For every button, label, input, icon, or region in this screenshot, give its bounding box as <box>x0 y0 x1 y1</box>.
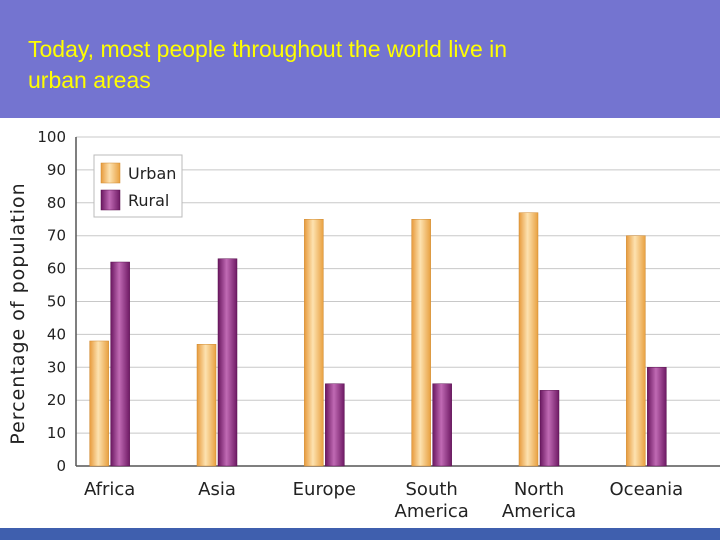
x-category-label: North America <box>502 479 576 522</box>
legend-swatch-rural <box>100 189 121 211</box>
y-tick-label: 10 <box>47 424 66 442</box>
bar-rural <box>432 383 452 467</box>
x-category-label: Europe <box>293 479 356 500</box>
x-category-label-line: Oceania <box>610 479 684 500</box>
y-tick-label: 0 <box>56 457 66 475</box>
x-category-label: Asia <box>198 479 236 500</box>
bar-rural <box>539 390 560 467</box>
slide-title: Today, most people throughout the world … <box>28 34 708 96</box>
x-category-label-line: North <box>514 479 564 500</box>
legend-label-rural: Rural <box>128 191 169 210</box>
y-tick-label: 60 <box>47 260 66 278</box>
x-category-label-line: Europe <box>293 479 356 500</box>
bar-urban <box>304 219 324 467</box>
x-category-label: Oceania <box>610 479 684 500</box>
y-tick-label: 30 <box>47 358 66 376</box>
x-category-label-line: South <box>406 479 458 500</box>
bar-chart: 0 10 20 30 40 50 60 70 80 90 100 Percentage of popu… <box>7 128 720 522</box>
y-tick-label: 80 <box>47 194 66 212</box>
x-category-label-line: America <box>395 501 469 522</box>
y-tick-label: 50 <box>47 293 66 311</box>
bar-urban <box>626 235 646 467</box>
x-category-label: Africa <box>84 479 135 500</box>
y-tick-label: 70 <box>47 227 66 245</box>
y-tick-label: 90 <box>47 161 66 179</box>
y-axis-label: Percentage of population <box>7 182 29 444</box>
x-category-label-line: America <box>502 501 576 522</box>
slide-title-line-2: urban areas <box>28 67 151 93</box>
y-tick-label: 20 <box>47 391 66 409</box>
bar-urban <box>411 219 431 467</box>
legend-label-urban: Urban <box>128 164 176 183</box>
bar-urban <box>518 212 539 467</box>
x-category-label: South America <box>395 479 469 522</box>
bar-rural <box>110 261 130 467</box>
x-category-label-line: Africa <box>84 479 135 500</box>
chart-panel: 0 10 20 30 40 50 60 70 80 90 100 Percentage of popu… <box>0 118 720 528</box>
bar-rural <box>217 258 238 467</box>
bar-urban <box>89 340 109 467</box>
legend-swatch-urban <box>100 162 121 184</box>
slide-title-line-1: Today, most people throughout the world … <box>28 36 508 62</box>
y-tick-label: 40 <box>47 325 66 343</box>
y-tick-label: 100 <box>37 128 66 146</box>
bar-rural <box>647 367 667 467</box>
bar-rural <box>325 383 345 467</box>
bar-urban <box>196 344 217 467</box>
x-category-label-line: Asia <box>198 479 236 500</box>
bottom-strip <box>0 528 720 540</box>
